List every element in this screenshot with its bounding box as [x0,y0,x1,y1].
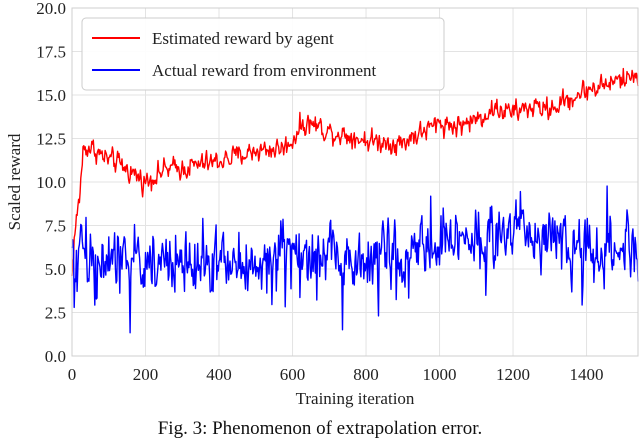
y-tick-label: 7.5 [45,217,66,236]
x-tick-label: 0 [68,365,77,384]
series-layer [71,67,639,334]
x-tick-label: 800 [353,365,379,384]
x-tick-label: 200 [133,365,159,384]
y-axis-label: Scaled reward [5,133,24,230]
series-line-estimated-reward [71,67,639,277]
y-tick-label: 15.0 [36,86,66,105]
legend-label-estimated: Estimated reward by agent [152,29,334,48]
x-tick-label: 1400 [570,365,604,384]
figure-caption: Fig. 3: Phenomenon of extrapolation erro… [157,418,483,439]
y-tick-label: 2.5 [45,304,66,323]
x-tick-label: 1000 [423,365,457,384]
y-tick-label: 20.0 [36,0,66,18]
tick-label-layer: 0 200 400 600 800 1000 1200 1400 0.0 2.5 5.0 7.5 10.… [36,0,603,384]
y-tick-label: 17.5 [36,43,66,62]
x-axis-label: Training iteration [296,389,415,408]
legend: Estimated reward by agent Actual reward … [81,17,445,91]
line-chart: 0 200 400 600 800 1000 1200 1400 0.0 2.5 5.0 7.5 10.… [5,0,639,408]
y-tick-label: 0.0 [45,347,66,366]
x-tick-label: 600 [280,365,306,384]
x-tick-label: 1200 [496,365,530,384]
y-tick-label: 5.0 [45,260,66,279]
legend-label-actual: Actual reward from environment [152,61,376,80]
y-tick-label: 12.5 [36,130,66,149]
x-tick-label: 400 [206,365,232,384]
y-tick-label: 10.0 [36,173,66,192]
legend-box [81,17,445,91]
plot-frame [71,7,639,357]
series-line-actual-reward [71,185,639,334]
